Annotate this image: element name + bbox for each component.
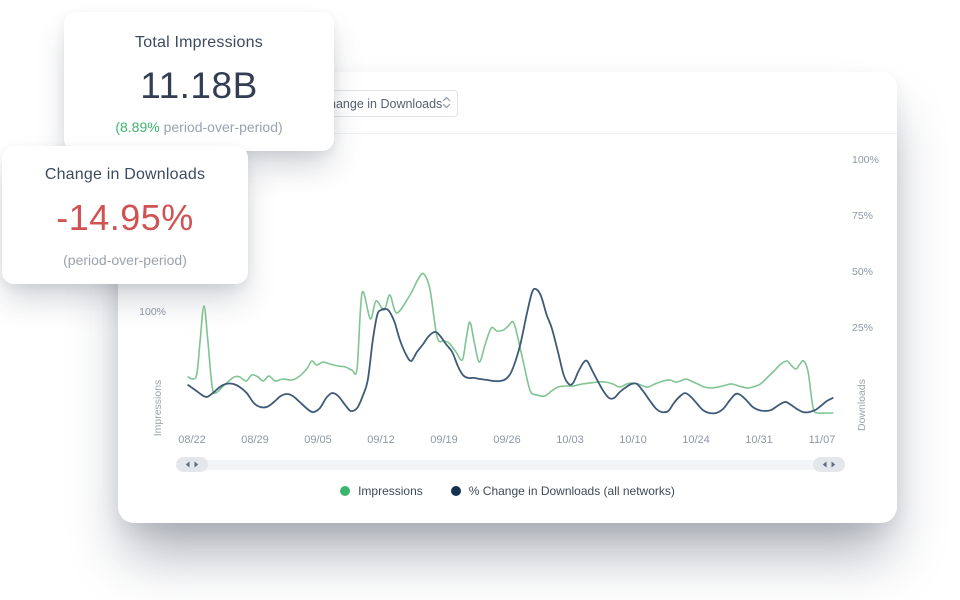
x-tick-label: 09/19 [430,434,458,446]
card-title: Total Impressions [135,34,263,51]
series-path-1 [187,287,834,415]
legend-item[interactable]: % Change in Downloads (all networks) [450,484,675,498]
card-title: Change in Downloads [44,166,206,183]
x-tick-label: 09/12 [367,434,395,446]
legend-item[interactable]: Impressions [340,484,423,498]
right-axis-title: Downloads [856,379,868,431]
delta-caption: period-over-period) [159,119,283,135]
right-axis-tick-label: 50% [852,265,874,278]
line-chart [187,272,834,415]
change-in-downloads-card: Change in Downloads -14.95% (period-over… [2,146,248,284]
scroll-left-arrow-icon [822,461,827,468]
header-divider [118,133,897,134]
chart-scrollbar-right-handle[interactable] [813,457,845,472]
x-tick-label: 10/10 [619,434,647,446]
series-path-0 [187,272,834,415]
metric-select-value: Change in Downloads [320,96,443,111]
total-impressions-card: Total Impressions 11.18B (8.89% period-o… [64,12,334,151]
x-tick-label: 10/31 [745,434,773,446]
chevron-up-down-icon [442,96,451,112]
downloads-delta-caption: (period-over-period) [63,252,187,268]
delta-percent: (8.89% [115,119,160,135]
scroll-right-arrow-icon [831,461,836,468]
x-tick-label: 08/22 [178,434,206,446]
left-axis-title: Impressions [152,379,164,437]
right-axis-tick-label: 75% [852,210,874,223]
x-tick-label: 11/07 [808,434,836,446]
legend-dot-icon [450,486,461,496]
total-impressions-value: 11.18B [140,64,258,106]
chart-legend: Impressions % Change in Downloads (all ne… [118,484,897,498]
left-axis-tick-label: 100% [139,306,166,318]
right-axis-tick-label: 100% [852,154,879,167]
legend-dot-icon [340,486,351,496]
impressions-delta: (8.89% period-over-period) [115,119,282,135]
x-tick-label: 09/26 [493,434,521,446]
x-tick-label: 09/05 [304,434,332,446]
scroll-right-arrow-icon [194,461,199,468]
scroll-left-arrow-icon [185,461,190,468]
legend-label: Impressions [358,484,423,498]
x-tick-label: 10/03 [556,434,584,446]
legend-label: % Change in Downloads (all networks) [468,484,675,498]
x-tick-label: 10/24 [682,434,710,446]
right-axis-tick-label: 25% [852,321,874,334]
chart-scrollbar-left-handle[interactable] [176,457,208,472]
chart-scrollbar-track[interactable] [176,460,845,470]
x-tick-label: 08/29 [241,434,269,446]
change-in-downloads-value: -14.95% [56,197,194,238]
